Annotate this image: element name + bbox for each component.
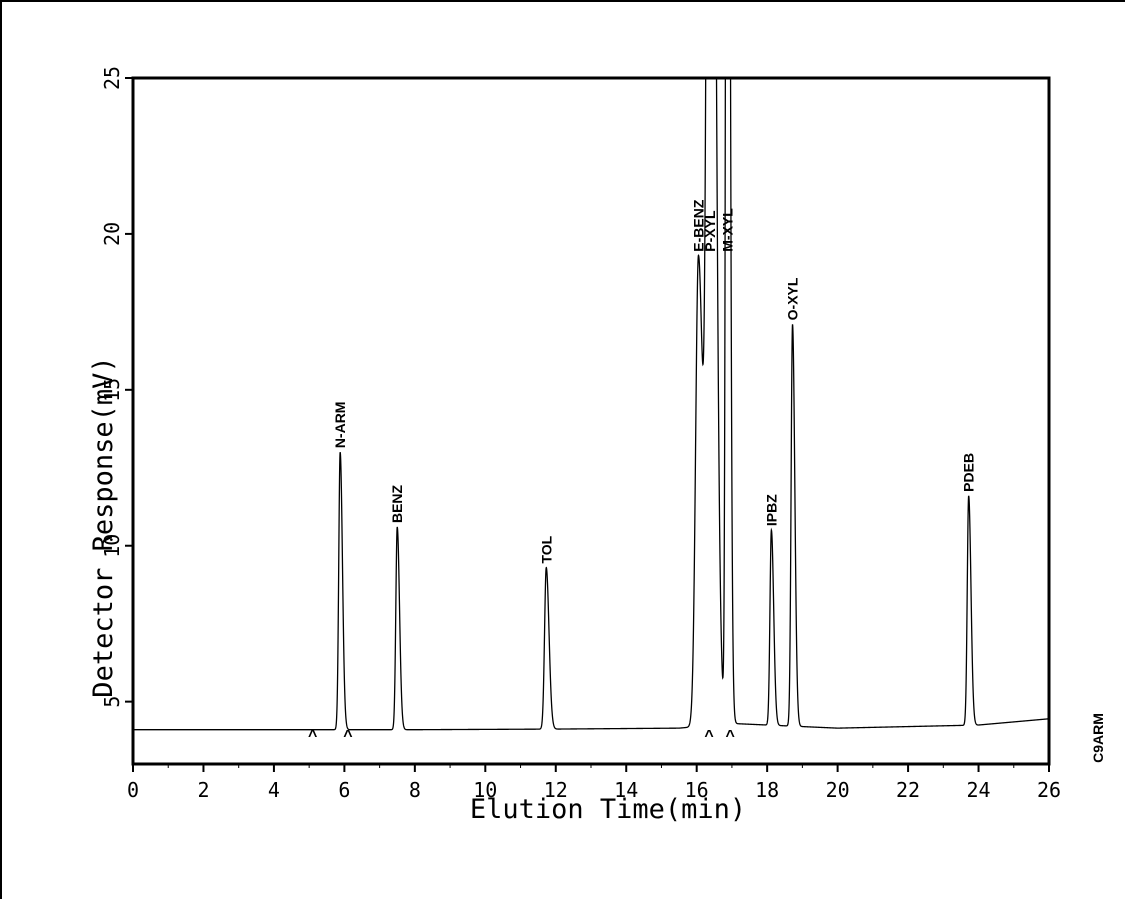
x-tick-label: 24	[966, 778, 990, 802]
peak-label: IPBZ	[763, 494, 779, 526]
x-tick-label: 14	[614, 778, 638, 802]
peak-label: PDEB	[961, 453, 977, 492]
x-tick-label: 10	[473, 778, 497, 802]
y-tick-label: 10	[100, 534, 124, 558]
integration-marker: ^	[725, 728, 734, 745]
x-tick-label: 16	[685, 778, 709, 802]
x-tick-label: 12	[544, 778, 568, 802]
x-tick-label: 26	[1037, 778, 1061, 802]
x-tick-label: 22	[896, 778, 920, 802]
peak-label: TOL	[538, 535, 554, 563]
x-tick-label: 0	[127, 778, 139, 802]
plot-border	[131, 76, 1051, 766]
y-tick-label: 15	[100, 378, 124, 402]
x-tick-label: 4	[268, 778, 280, 802]
peak-label: N-ARM	[332, 402, 348, 449]
y-tick-label: 20	[100, 222, 124, 246]
peak-label: M-XYL	[719, 208, 735, 252]
peak-label: O-XYL	[785, 277, 801, 320]
y-tick-label: 5	[100, 696, 124, 708]
y-tick-label: 25	[100, 66, 124, 90]
peak-label: E-BENZ	[690, 199, 706, 252]
integration-marker: ^	[308, 728, 317, 745]
integration-marker: ^	[704, 728, 713, 745]
chromatogram-trace	[133, 78, 1049, 731]
x-tick-label: 2	[197, 778, 209, 802]
trace-layer	[133, 78, 1049, 731]
side-label: C9ARM	[1090, 713, 1106, 763]
peak-label: BENZ	[389, 484, 405, 523]
x-axis-label: Elution Time(min)	[470, 794, 746, 825]
x-tick-label: 8	[409, 778, 421, 802]
x-tick-label: 18	[755, 778, 779, 802]
integration-marker: ^	[343, 728, 352, 745]
y-axis-label: Detector Response(mV)	[88, 356, 119, 697]
x-tick-label: 6	[338, 778, 350, 802]
peak-label: P-XYL	[702, 210, 718, 252]
x-tick-label: 20	[826, 778, 850, 802]
